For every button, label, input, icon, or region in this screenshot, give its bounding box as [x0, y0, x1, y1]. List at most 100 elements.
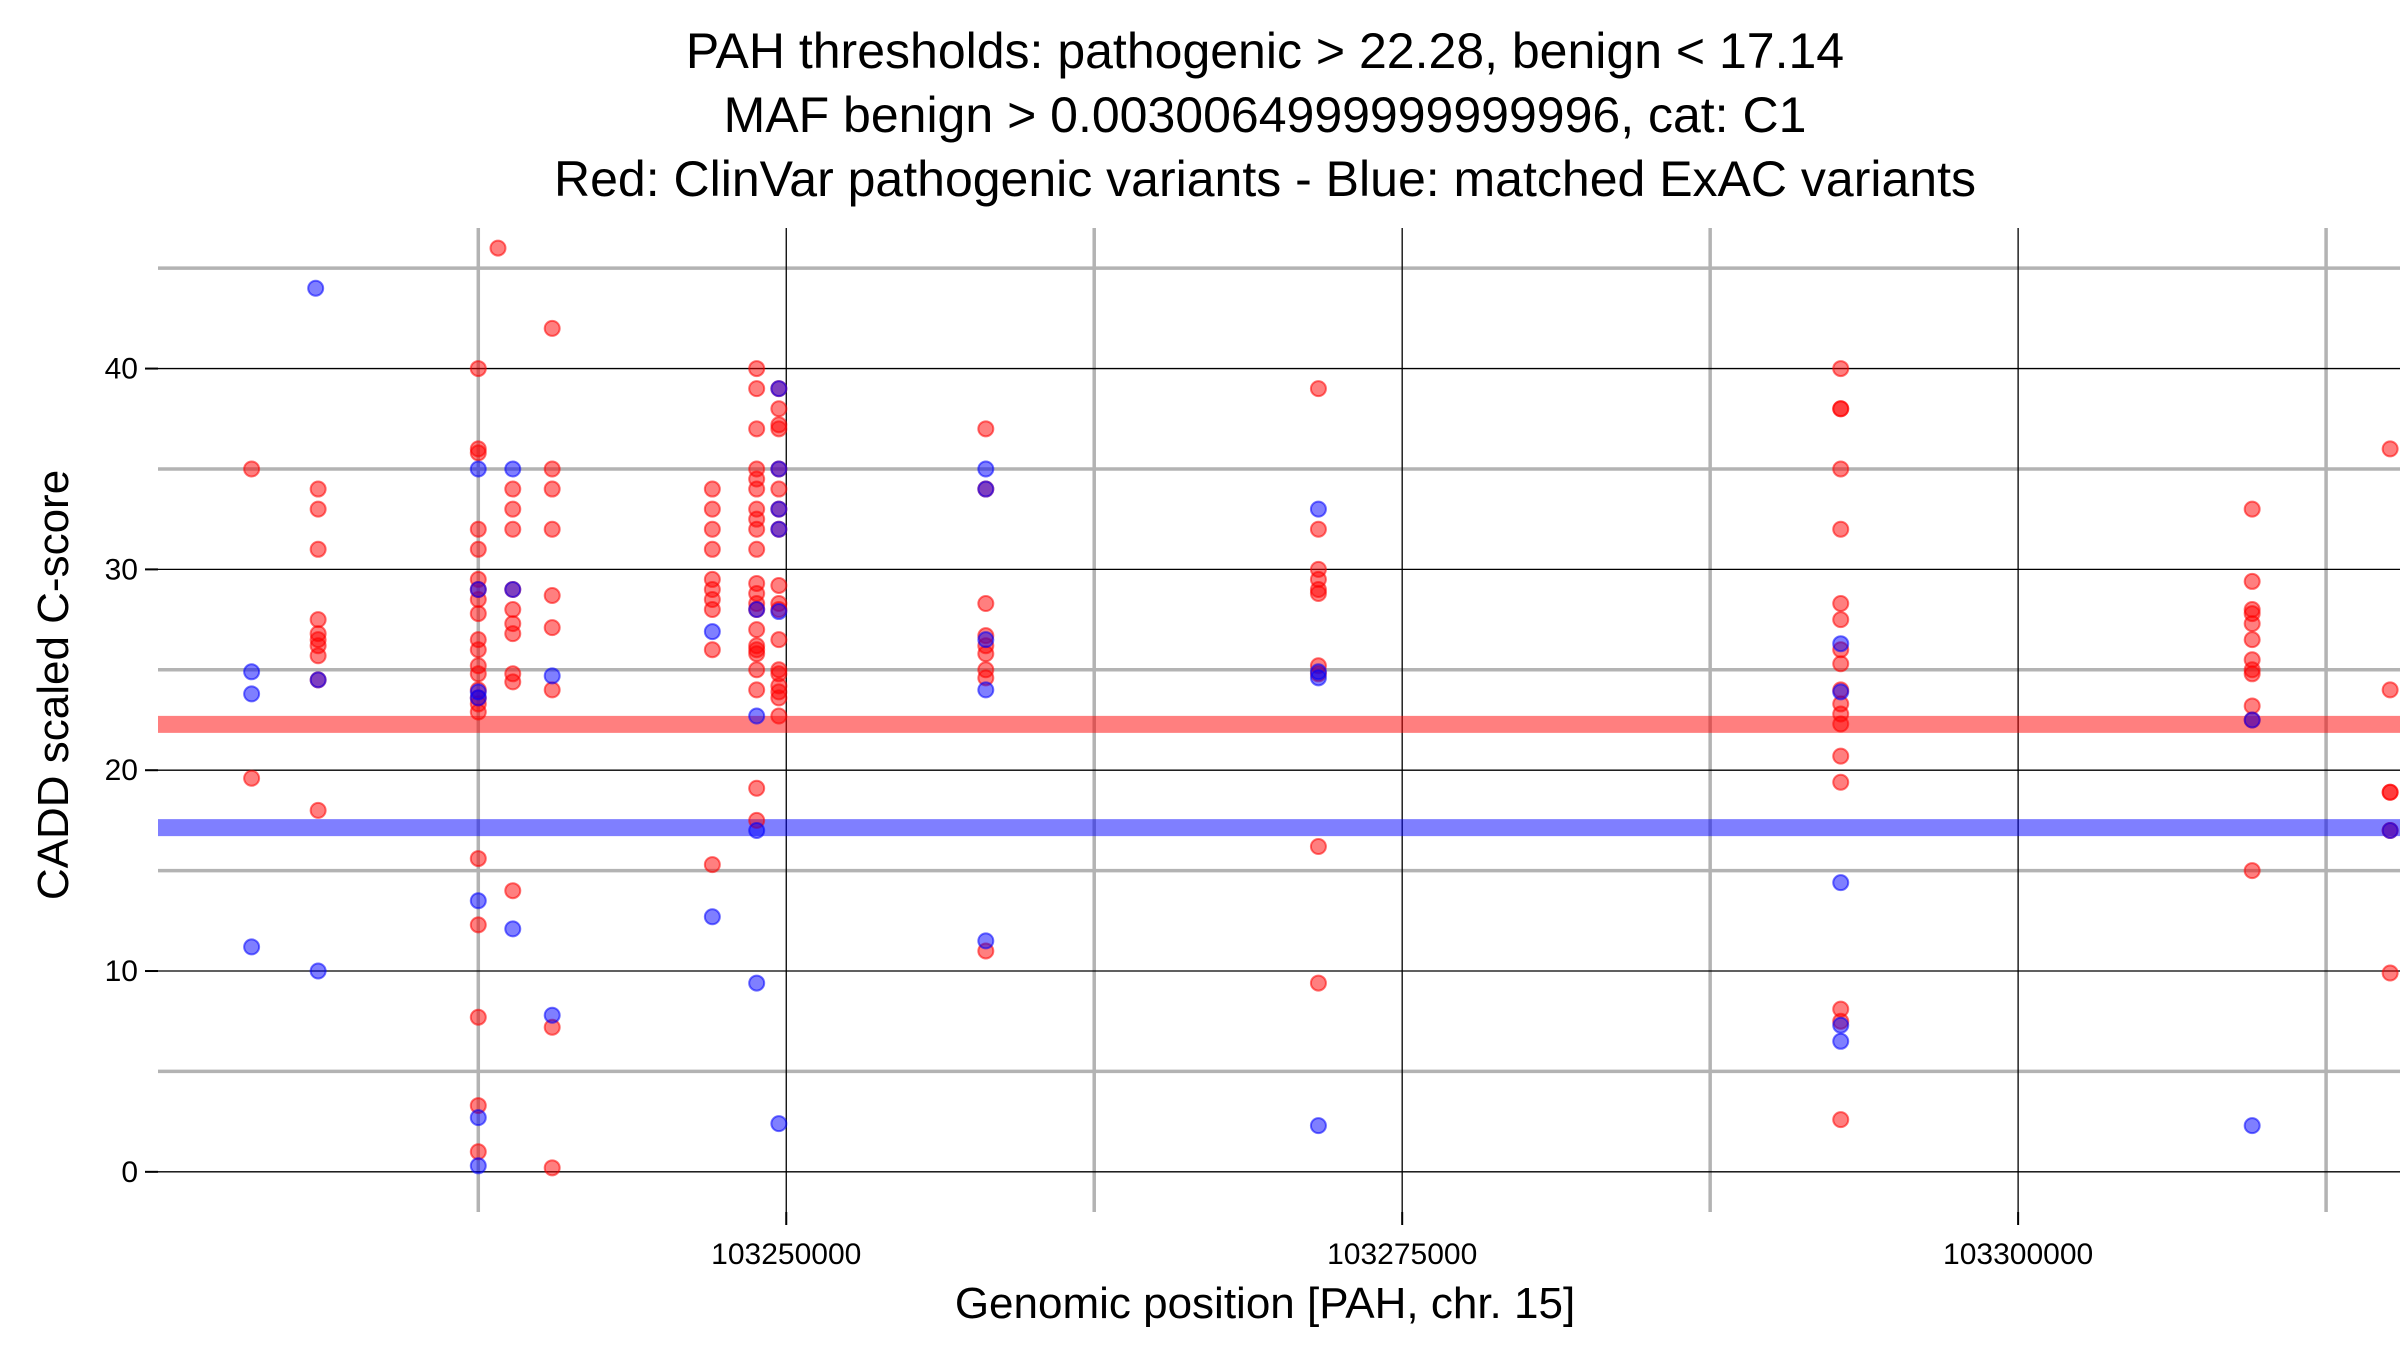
clinvar-point	[770, 400, 788, 418]
exac-point	[469, 580, 487, 598]
exac-point	[243, 938, 261, 956]
clinvar-point	[504, 625, 522, 643]
clinvar-point	[1832, 655, 1850, 673]
clinvar-point	[703, 520, 721, 538]
exac-point	[1309, 1117, 1327, 1135]
exac-point	[1832, 874, 1850, 892]
clinvar-point	[2243, 631, 2261, 649]
y-tick-label: 20	[105, 754, 138, 787]
clinvar-point	[469, 916, 487, 934]
exac-point	[770, 603, 788, 621]
clinvar-point	[770, 707, 788, 725]
clinvar-point	[469, 1008, 487, 1026]
exac-point	[504, 460, 522, 478]
clinvar-point	[543, 460, 561, 478]
clinvar-point	[748, 681, 766, 699]
clinvar-point	[543, 480, 561, 498]
clinvar-point	[748, 360, 766, 378]
exac-point	[504, 920, 522, 938]
y-tick-label: 0	[121, 1156, 138, 1189]
x-tick-label: 103300000	[1943, 1238, 2093, 1271]
exac-point	[469, 460, 487, 478]
exac-point	[307, 279, 325, 297]
exac-point	[469, 689, 487, 707]
clinvar-point	[469, 665, 487, 683]
exac-point	[1832, 635, 1850, 653]
exac-point	[309, 671, 327, 689]
clinvar-point	[2381, 681, 2399, 699]
clinvar-point	[243, 769, 261, 787]
clinvar-point	[504, 882, 522, 900]
clinvar-point	[703, 480, 721, 498]
clinvar-point	[2381, 783, 2399, 801]
clinvar-point	[469, 360, 487, 378]
title-line-1: PAH thresholds: pathogenic > 22.28, beni…	[686, 23, 1844, 79]
exac-point	[977, 480, 995, 498]
exac-point	[1832, 1016, 1850, 1034]
clinvar-point	[1832, 715, 1850, 733]
clinvar-point	[469, 641, 487, 659]
y-tick-label: 30	[105, 553, 138, 586]
exac-point	[243, 685, 261, 703]
clinvar-point	[2243, 862, 2261, 880]
title-line-3: Red: ClinVar pathogenic variants - Blue:…	[554, 151, 1976, 207]
exac-point	[543, 1006, 561, 1024]
exac-point	[770, 520, 788, 538]
clinvar-point	[469, 540, 487, 558]
series-clinvar-pathogenic	[243, 239, 2399, 1177]
clinvar-point	[243, 460, 261, 478]
clinvar-point	[1832, 611, 1850, 629]
title-line-2: MAF benign > 0.0030064999999999996, cat:…	[724, 87, 1807, 143]
clinvar-point	[1832, 773, 1850, 791]
exac-point	[748, 821, 766, 839]
clinvar-point	[489, 239, 507, 257]
clinvar-point	[748, 645, 766, 663]
clinvar-point	[309, 540, 327, 558]
exac-point	[469, 892, 487, 910]
clinvar-point	[504, 601, 522, 619]
clinvar-point	[770, 480, 788, 498]
exac-point	[504, 580, 522, 598]
clinvar-point	[2243, 697, 2261, 715]
clinvar-point	[1309, 974, 1327, 992]
clinvar-point	[1832, 747, 1850, 765]
clinvar-point	[309, 611, 327, 629]
clinvar-point	[504, 500, 522, 518]
clinvar-point	[1832, 520, 1850, 538]
exac-point	[770, 1115, 788, 1133]
exac-point	[770, 380, 788, 398]
exac-point	[469, 1109, 487, 1127]
clinvar-point	[2243, 615, 2261, 633]
y-tick-label: 10	[105, 955, 138, 988]
y-axis: 0 10 20 30 40	[105, 353, 158, 1189]
clinvar-point	[543, 681, 561, 699]
clinvar-point	[309, 647, 327, 665]
clinvar-point	[469, 703, 487, 721]
clinvar-point	[469, 850, 487, 868]
clinvar-point	[770, 420, 788, 438]
exac-point	[1309, 500, 1327, 518]
clinvar-point	[504, 520, 522, 538]
exac-point	[2243, 1117, 2261, 1135]
exac-point	[1832, 683, 1850, 701]
y-tick-label: 40	[105, 353, 138, 386]
clinvar-point	[543, 619, 561, 637]
clinvar-point	[977, 420, 995, 438]
clinvar-point	[2243, 500, 2261, 518]
chart-title: PAH thresholds: pathogenic > 22.28, beni…	[554, 23, 1976, 207]
clinvar-point	[504, 673, 522, 691]
exac-point	[748, 974, 766, 992]
x-tick-label: 103250000	[711, 1238, 861, 1271]
clinvar-point	[543, 1159, 561, 1177]
clinvar-point	[703, 601, 721, 619]
clinvar-point	[1309, 520, 1327, 538]
clinvar-point	[543, 520, 561, 538]
clinvar-point	[504, 480, 522, 498]
clinvar-point	[2243, 665, 2261, 683]
clinvar-point	[543, 586, 561, 604]
clinvar-point	[1832, 1111, 1850, 1129]
x-tick-label: 103275000	[1327, 1238, 1477, 1271]
clinvar-point	[748, 621, 766, 639]
x-axis-title: Genomic position [PAH, chr. 15]	[955, 1279, 1575, 1328]
clinvar-point	[1309, 380, 1327, 398]
